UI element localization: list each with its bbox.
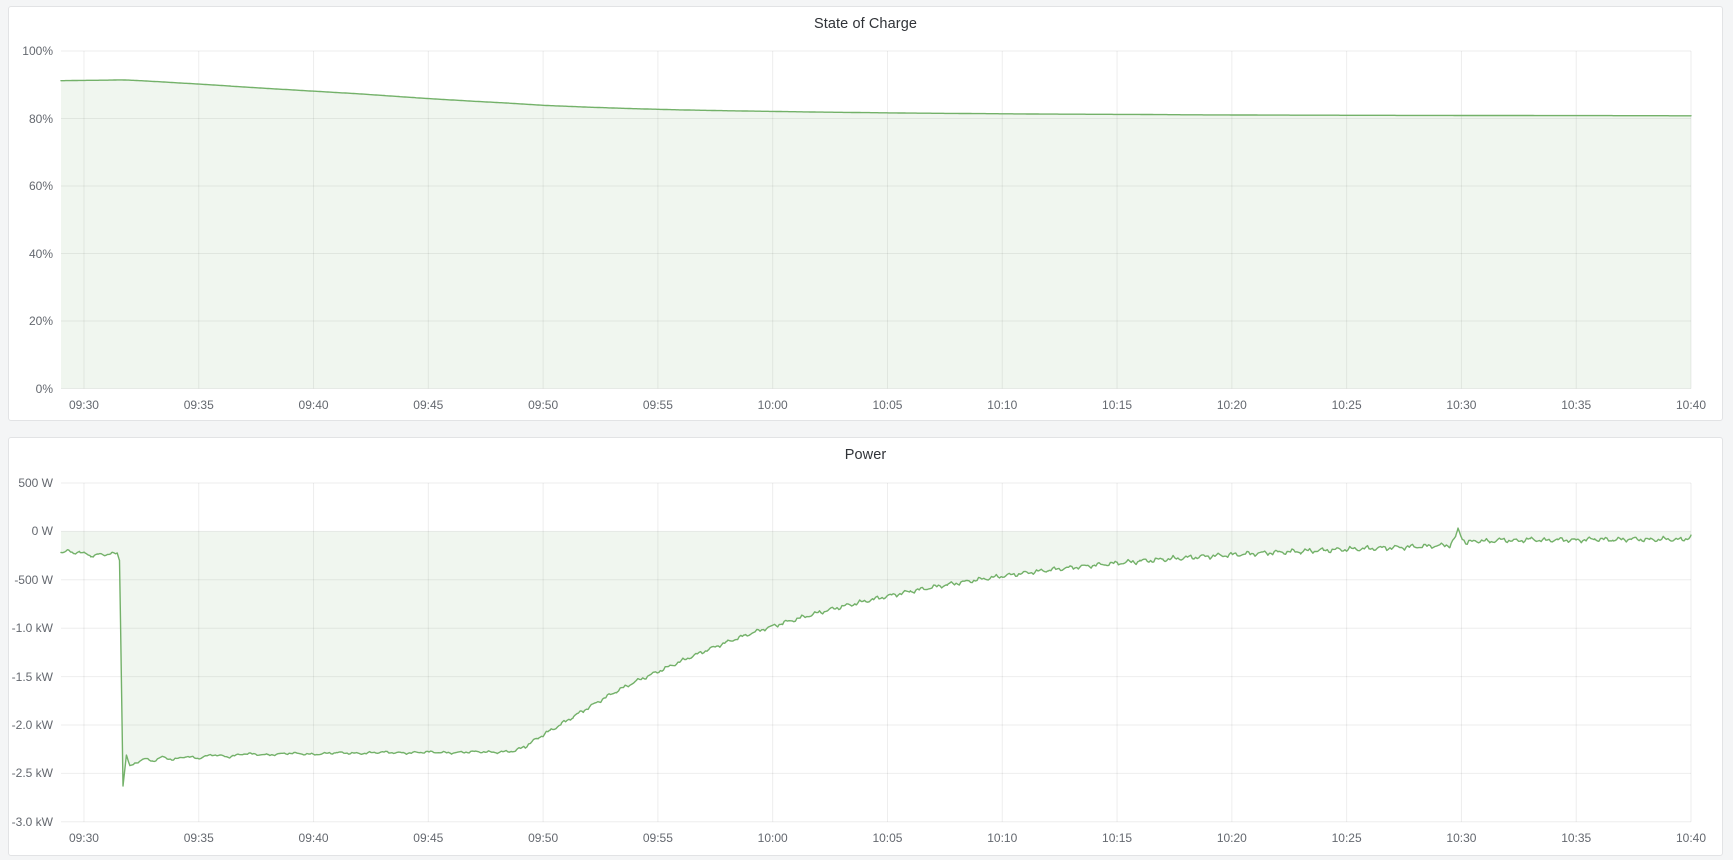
chart-canvas[interactable]	[9, 438, 1724, 857]
x-tick-label: 09:40	[298, 398, 329, 412]
x-tick-label: 10:05	[872, 398, 903, 412]
x-tick-label: 09:50	[528, 398, 559, 412]
x-tick-label: 10:40	[1675, 398, 1707, 412]
series-area-fill	[61, 79, 1691, 389]
y-tick-label: 60%	[28, 179, 53, 193]
x-tick-label: 10:00	[757, 398, 788, 412]
x-tick-label: 10:05	[872, 831, 903, 845]
y-tick-label: -500 W	[14, 572, 53, 587]
x-tick-label: 09:30	[68, 398, 99, 412]
y-tick-label: -2.5 kW	[11, 766, 53, 781]
x-tick-label: 10:15	[1102, 831, 1133, 845]
x-tick-label: 10:10	[987, 831, 1018, 845]
x-tick-label: 10:20	[1216, 831, 1247, 845]
y-tick-label: -2.0 kW	[11, 718, 53, 732]
x-tick-label: 09:35	[183, 831, 214, 845]
x-tick-label: 10:20	[1216, 398, 1247, 412]
panel-power: Power 500 W 0 W -500 W -1.0 kW -1.5 kW -2.0 k…	[8, 437, 1723, 856]
x-tick-label: 09:50	[528, 831, 559, 845]
panel-state-of-charge: State of Charge 100% 80% 60% 40% 20% 0% 09:30 0…	[8, 6, 1723, 421]
x-tick-label: 09:30	[68, 831, 99, 845]
x-tick-label: 09:40	[298, 831, 329, 845]
x-tick-label: 10:35	[1561, 831, 1592, 845]
x-tick-label: 09:35	[183, 398, 214, 412]
x-tick-label: 10:35	[1561, 398, 1592, 412]
y-tick-label: 0 W	[31, 524, 53, 539]
y-tick-label: 40%	[28, 246, 53, 261]
x-tick-label: 10:30	[1446, 831, 1477, 845]
y-tick-label: 20%	[28, 314, 53, 328]
x-tick-label: 09:45	[413, 398, 444, 412]
chart-canvas[interactable]	[9, 7, 1724, 422]
x-tick-label: 10:40	[1675, 831, 1707, 845]
y-tick-label: -3.0 kW	[11, 814, 53, 829]
x-tick-label: 10:25	[1331, 398, 1362, 412]
x-tick-label: 10:10	[987, 398, 1018, 412]
y-tick-label: 80%	[28, 111, 53, 126]
x-tick-label: 10:25	[1331, 831, 1362, 845]
x-tick-label: 10:15	[1102, 398, 1133, 412]
series-area-fill	[61, 528, 1691, 786]
panel-title-state-of-charge[interactable]: State of Charge	[813, 16, 918, 32]
x-tick-label: 09:55	[642, 398, 673, 412]
x-tick-label: 10:00	[757, 831, 788, 845]
x-tick-label: 09:45	[413, 831, 444, 845]
panel-title-power[interactable]: Power	[844, 447, 887, 463]
series-line	[60, 527, 1692, 787]
x-tick-label: 09:55	[642, 831, 673, 845]
y-tick-label: 500 W	[18, 476, 53, 490]
y-tick-label: 100%	[22, 44, 53, 58]
x-tick-label: 10:30	[1446, 398, 1477, 412]
y-tick-label: -1.5 kW	[11, 669, 53, 684]
series-line	[60, 79, 1692, 117]
y-tick-label: -1.0 kW	[11, 621, 53, 636]
y-tick-label: 0%	[35, 381, 53, 396]
